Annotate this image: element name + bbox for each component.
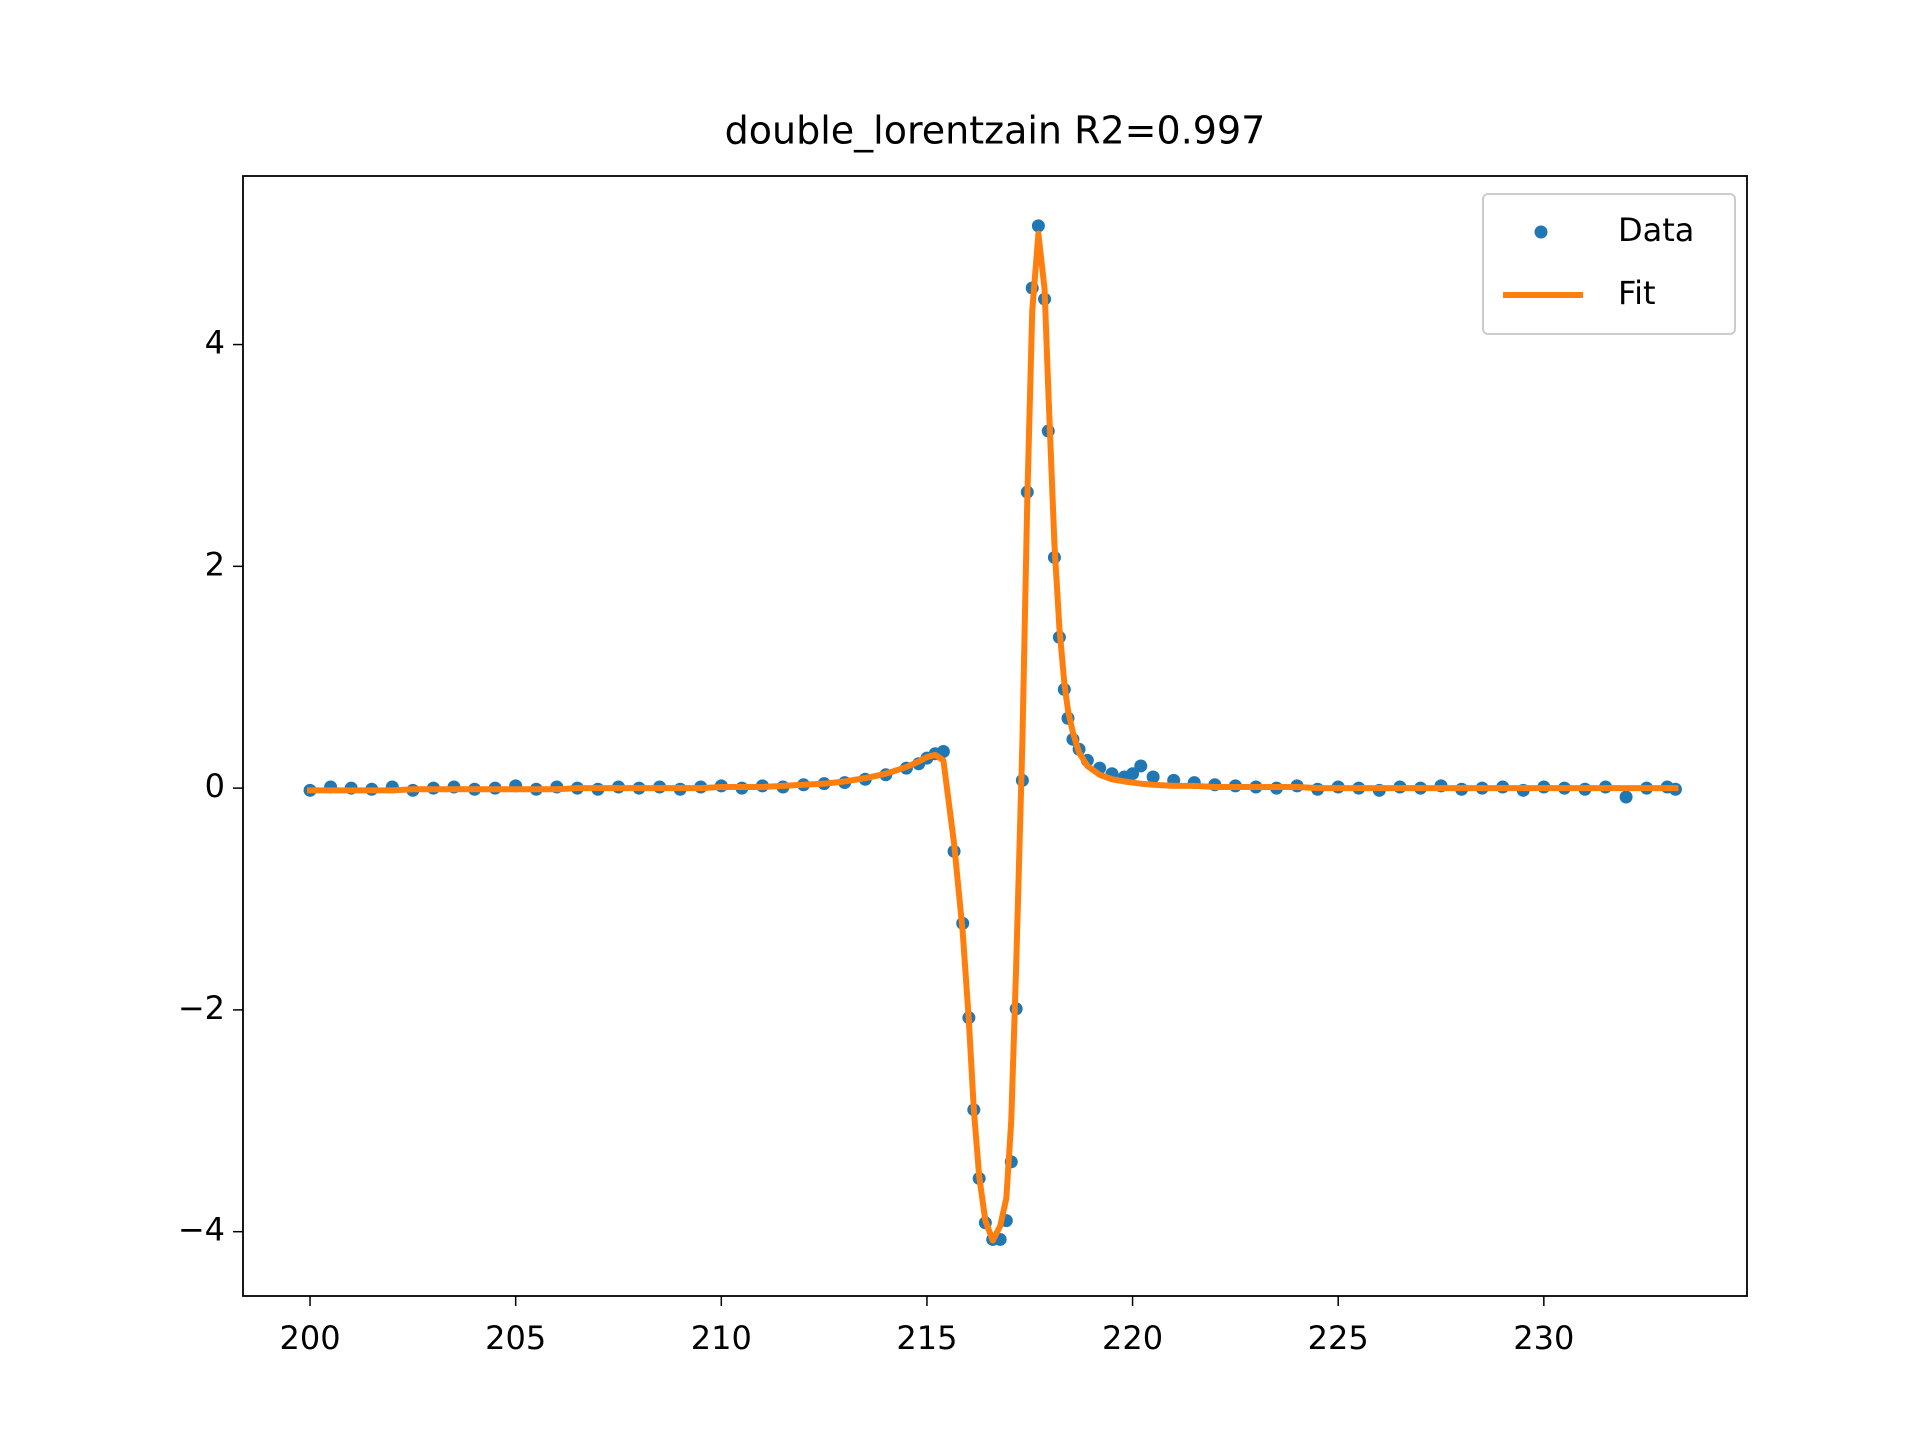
x-tick-label: 210 [691, 1319, 752, 1357]
x-tick-label: 205 [485, 1319, 546, 1357]
y-tick-label: −2 [178, 989, 225, 1027]
x-tick-label: 220 [1102, 1319, 1163, 1357]
data-point [1031, 219, 1045, 233]
y-tick-label: 2 [205, 545, 225, 583]
legend-box [1482, 193, 1736, 335]
y-tick-label: 0 [205, 767, 225, 805]
data-point [1126, 767, 1140, 781]
x-tick-label: 225 [1308, 1319, 1369, 1357]
x-tick-label: 215 [896, 1319, 957, 1357]
legend-label: Fit [1618, 274, 1656, 312]
legend-label: Data [1618, 211, 1694, 249]
chart-title: double_lorentzain R2=0.997 [725, 109, 1266, 153]
data-point [1619, 790, 1633, 804]
y-tick-label: 4 [205, 324, 225, 362]
data-point [1134, 759, 1148, 773]
legend-marker [1534, 225, 1548, 239]
plot-area [303, 219, 1682, 1246]
y-tick-label: −4 [178, 1211, 225, 1249]
x-tick-label: 200 [279, 1319, 340, 1357]
axes-frame [242, 175, 1748, 1297]
x-tick-label: 230 [1513, 1319, 1574, 1357]
fit-line [307, 230, 1679, 1244]
data-point [1146, 770, 1160, 784]
